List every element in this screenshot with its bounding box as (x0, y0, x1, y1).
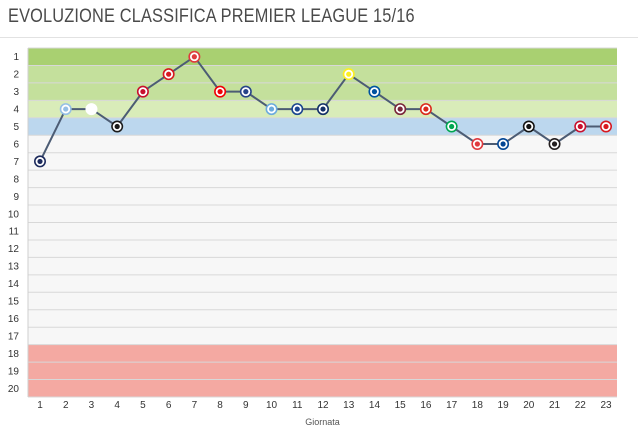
y-tick-label: 5 (13, 122, 19, 133)
x-tick-labels: 1 2 3 4 5 6 7 8 9 10 11 12 13 14 15 16 17 18 19 20 21 22 23 (37, 400, 612, 411)
x-tick-label: 4 (114, 400, 120, 411)
x-tick-label: 8 (217, 400, 223, 411)
x-tick-label: 23 (600, 400, 612, 411)
position-band (28, 117, 617, 136)
y-tick-label: 17 (8, 331, 20, 342)
x-tick-label: 13 (343, 400, 355, 411)
title-divider (0, 37, 638, 38)
data-point-marker (548, 137, 561, 150)
y-tick-label: 1 (13, 52, 19, 63)
x-tick-label: 19 (498, 400, 510, 411)
x-tick-label: 5 (140, 400, 146, 411)
data-point-marker (471, 137, 484, 150)
y-tick-label: 18 (8, 349, 20, 360)
y-tick-label: 15 (8, 297, 20, 308)
position-band (28, 344, 617, 397)
x-tick-label: 18 (472, 400, 484, 411)
x-tick-label: 21 (549, 400, 561, 411)
x-tick-label: 7 (192, 400, 198, 411)
x-tick-label: 16 (420, 400, 432, 411)
x-tick-label: 15 (395, 400, 407, 411)
data-point-marker (316, 103, 329, 116)
x-tick-label: 1 (37, 400, 43, 411)
y-tick-label: 10 (8, 209, 20, 220)
x-tick-label: 12 (317, 400, 329, 411)
data-point-marker (111, 120, 124, 133)
x-tick-label: 11 (292, 400, 303, 411)
x-tick-label: 17 (446, 400, 458, 411)
series-markers (33, 50, 612, 168)
y-tick-label: 3 (13, 87, 19, 98)
data-point-marker (445, 120, 458, 133)
y-tick-label: 13 (8, 262, 20, 273)
data-point-marker (162, 68, 175, 81)
y-tick-label: 12 (8, 244, 20, 255)
y-tick-label: 2 (13, 70, 19, 81)
x-tick-label: 3 (89, 400, 95, 411)
data-point-marker (136, 85, 149, 98)
data-point-marker (599, 120, 612, 133)
data-point-marker (85, 103, 98, 116)
x-axis-label: Giornata (305, 417, 340, 427)
x-tick-label: 14 (369, 400, 381, 411)
data-point-marker (214, 85, 227, 98)
y-tick-label: 4 (13, 105, 19, 116)
y-tick-label: 19 (8, 366, 20, 377)
x-tick-label: 6 (166, 400, 172, 411)
data-point-marker (522, 120, 535, 133)
data-point-marker (33, 155, 46, 168)
data-point-marker (59, 103, 72, 116)
data-point-marker (265, 103, 278, 116)
y-tick-label: 6 (13, 139, 19, 150)
y-tick-label: 11 (9, 227, 20, 238)
x-tick-label: 10 (266, 400, 278, 411)
x-tick-label: 20 (523, 400, 535, 411)
y-tick-label: 16 (8, 314, 20, 325)
position-band (28, 48, 617, 66)
x-tick-label: 9 (243, 400, 249, 411)
y-tick-label: 9 (13, 192, 19, 203)
y-tick-label: 7 (13, 157, 19, 168)
data-point-marker (368, 85, 381, 98)
x-tick-label: 2 (63, 400, 69, 411)
data-point-marker (188, 50, 201, 63)
y-tick-label: 8 (13, 174, 19, 185)
data-point-marker (342, 68, 355, 81)
y-tick-label: 20 (8, 384, 20, 395)
y-tick-label: 14 (8, 279, 20, 290)
x-tick-label: 22 (575, 400, 587, 411)
data-point-marker (574, 120, 587, 133)
chart-title: EVOLUZIONE CLASSIFICA PREMIER LEAGUE 15/… (8, 6, 415, 27)
data-point-marker (239, 85, 252, 98)
data-point-marker (291, 103, 304, 116)
data-point-marker (497, 137, 510, 150)
grid-lines (27, 47, 617, 398)
data-point-marker (394, 103, 407, 116)
data-point-marker (419, 103, 432, 116)
